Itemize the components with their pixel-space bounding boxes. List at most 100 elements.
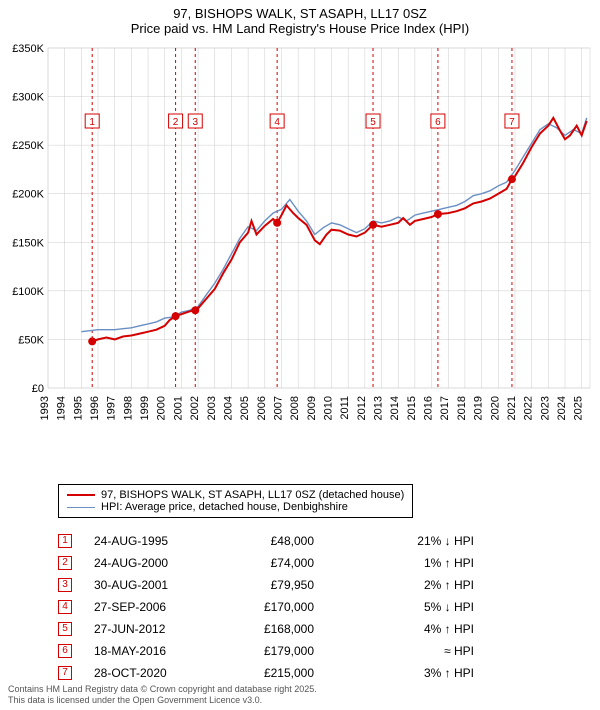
svg-text:2006: 2006 bbox=[256, 396, 268, 420]
svg-text:3: 3 bbox=[192, 117, 198, 128]
table-row: 5 27-JUN-2012£168,0004% ↑ HPI bbox=[58, 618, 558, 640]
sale-price: £179,000 bbox=[234, 644, 354, 658]
sale-index-box: 7 bbox=[58, 666, 72, 680]
legend-label: HPI: Average price, detached house, Denb… bbox=[101, 501, 348, 513]
sale-index-box: 6 bbox=[58, 644, 72, 658]
svg-text:2008: 2008 bbox=[289, 396, 301, 420]
price-chart: £0 £50K £100K £150K £200K £250K £300K £350K 1993… bbox=[0, 38, 600, 458]
sale-index-box: 1 bbox=[58, 534, 72, 548]
svg-text:2019: 2019 bbox=[473, 396, 485, 420]
svg-text:2021: 2021 bbox=[506, 396, 518, 420]
svg-text:1999: 1999 bbox=[139, 396, 151, 420]
footer: Contains HM Land Registry data © Crown c… bbox=[8, 684, 317, 706]
sale-delta: 21% ↓ HPI bbox=[354, 534, 474, 548]
svg-text:£100K: £100K bbox=[12, 286, 44, 298]
svg-text:2017: 2017 bbox=[439, 396, 451, 420]
legend-swatch bbox=[67, 507, 95, 508]
sale-price: £168,000 bbox=[234, 622, 354, 636]
svg-text:2009: 2009 bbox=[306, 396, 318, 420]
svg-text:1997: 1997 bbox=[106, 396, 118, 420]
svg-text:4: 4 bbox=[274, 117, 280, 128]
sale-date: 24-AUG-2000 bbox=[94, 556, 234, 570]
svg-text:2013: 2013 bbox=[373, 396, 385, 420]
svg-text:7: 7 bbox=[509, 117, 515, 128]
sale-date: 30-AUG-2001 bbox=[94, 578, 234, 592]
marker-cell: 1 bbox=[58, 534, 94, 548]
svg-text:2022: 2022 bbox=[523, 396, 535, 420]
sale-marker: 6 bbox=[431, 114, 445, 128]
sale-delta: 3% ↑ HPI bbox=[354, 666, 474, 680]
table-row: 618-MAY-2016£179,000≈ HPI bbox=[58, 640, 558, 662]
sale-price: £74,000 bbox=[234, 556, 354, 570]
svg-text:2012: 2012 bbox=[356, 396, 368, 420]
sale-date: 28-OCT-2020 bbox=[94, 666, 234, 680]
svg-text:2024: 2024 bbox=[556, 396, 568, 420]
sale-marker: 4 bbox=[270, 114, 284, 128]
sale-marker: 1 bbox=[85, 114, 99, 128]
table-row: 1 24-AUG-1995£48,00021% ↓ HPI bbox=[58, 530, 558, 552]
sale-date: 18-MAY-2016 bbox=[94, 644, 234, 658]
sale-price: £79,950 bbox=[234, 578, 354, 592]
svg-text:2025: 2025 bbox=[573, 396, 585, 420]
svg-text:6: 6 bbox=[435, 117, 441, 128]
sale-marker: 2 bbox=[169, 114, 183, 128]
sale-index-box: 4 bbox=[58, 600, 72, 614]
svg-text:£0: £0 bbox=[32, 383, 44, 395]
chart-wrap: £0 £50K £100K £150K £200K £250K £300K £350K 1993… bbox=[0, 38, 600, 458]
sale-marker: 5 bbox=[366, 114, 380, 128]
sale-marker: 3 bbox=[188, 114, 202, 128]
svg-text:1994: 1994 bbox=[56, 396, 68, 420]
footer-line: This data is licensed under the Open Gov… bbox=[8, 695, 317, 706]
sale-delta: 4% ↑ HPI bbox=[354, 622, 474, 636]
svg-text:1996: 1996 bbox=[89, 396, 101, 420]
sale-delta: 5% ↓ HPI bbox=[354, 600, 474, 614]
sale-price: £215,000 bbox=[234, 666, 354, 680]
legend-row: HPI: Average price, detached house, Denb… bbox=[67, 501, 404, 513]
svg-text:2011: 2011 bbox=[339, 396, 351, 420]
svg-text:2018: 2018 bbox=[456, 396, 468, 420]
sales-table: 1 24-AUG-1995£48,00021% ↓ HPI 2 24-AUG-2000… bbox=[58, 530, 558, 684]
sale-price: £48,000 bbox=[234, 534, 354, 548]
svg-text:£250K: £250K bbox=[12, 140, 44, 152]
marker-cell: 6 bbox=[58, 644, 94, 658]
marker-cell: 2 bbox=[58, 556, 94, 570]
table-row: 330-AUG-2001£79,9502% ↑ HPI bbox=[58, 574, 558, 596]
svg-text:1995: 1995 bbox=[72, 396, 84, 420]
svg-text:£50K: £50K bbox=[18, 334, 44, 346]
svg-text:£150K: £150K bbox=[12, 237, 44, 249]
marker-cell: 5 bbox=[58, 622, 94, 636]
title-line-1: 97, BISHOPS WALK, ST ASAPH, LL17 0SZ bbox=[0, 6, 600, 21]
sale-index-box: 5 bbox=[58, 622, 72, 636]
svg-text:2004: 2004 bbox=[222, 396, 234, 420]
sale-date: 27-JUN-2012 bbox=[94, 622, 234, 636]
sale-date: 27-SEP-2006 bbox=[94, 600, 234, 614]
svg-text:2007: 2007 bbox=[272, 396, 284, 420]
svg-text:2010: 2010 bbox=[323, 396, 335, 420]
table-row: 2 24-AUG-2000£74,0001% ↑ HPI bbox=[58, 552, 558, 574]
sale-delta: 1% ↑ HPI bbox=[354, 556, 474, 570]
sale-marker: 7 bbox=[505, 114, 519, 128]
svg-text:£350K: £350K bbox=[12, 43, 44, 55]
sale-index-box: 3 bbox=[58, 578, 72, 592]
svg-text:1998: 1998 bbox=[122, 396, 134, 420]
sale-price: £170,000 bbox=[234, 600, 354, 614]
table-row: 7 28-OCT-2020£215,0003% ↑ HPI bbox=[58, 662, 558, 684]
title-line-2: Price paid vs. HM Land Registry's House … bbox=[0, 21, 600, 36]
svg-text:1: 1 bbox=[89, 117, 95, 128]
svg-text:2002: 2002 bbox=[189, 396, 201, 420]
sale-index-box: 2 bbox=[58, 556, 72, 570]
svg-text:£200K: £200K bbox=[12, 189, 44, 201]
svg-text:1993: 1993 bbox=[39, 396, 51, 420]
sale-date: 24-AUG-1995 bbox=[94, 534, 234, 548]
footer-line: Contains HM Land Registry data © Crown c… bbox=[8, 684, 317, 695]
marker-cell: 7 bbox=[58, 666, 94, 680]
svg-text:2000: 2000 bbox=[156, 396, 168, 420]
svg-text:£300K: £300K bbox=[12, 92, 44, 104]
svg-text:2015: 2015 bbox=[406, 396, 418, 420]
legend-row: 97, BISHOPS WALK, ST ASAPH, LL17 0SZ (de… bbox=[67, 489, 404, 501]
legend-swatch bbox=[67, 494, 95, 496]
svg-text:2023: 2023 bbox=[539, 396, 551, 420]
svg-text:2020: 2020 bbox=[489, 396, 501, 420]
svg-text:2005: 2005 bbox=[239, 396, 251, 420]
svg-text:5: 5 bbox=[370, 117, 376, 128]
